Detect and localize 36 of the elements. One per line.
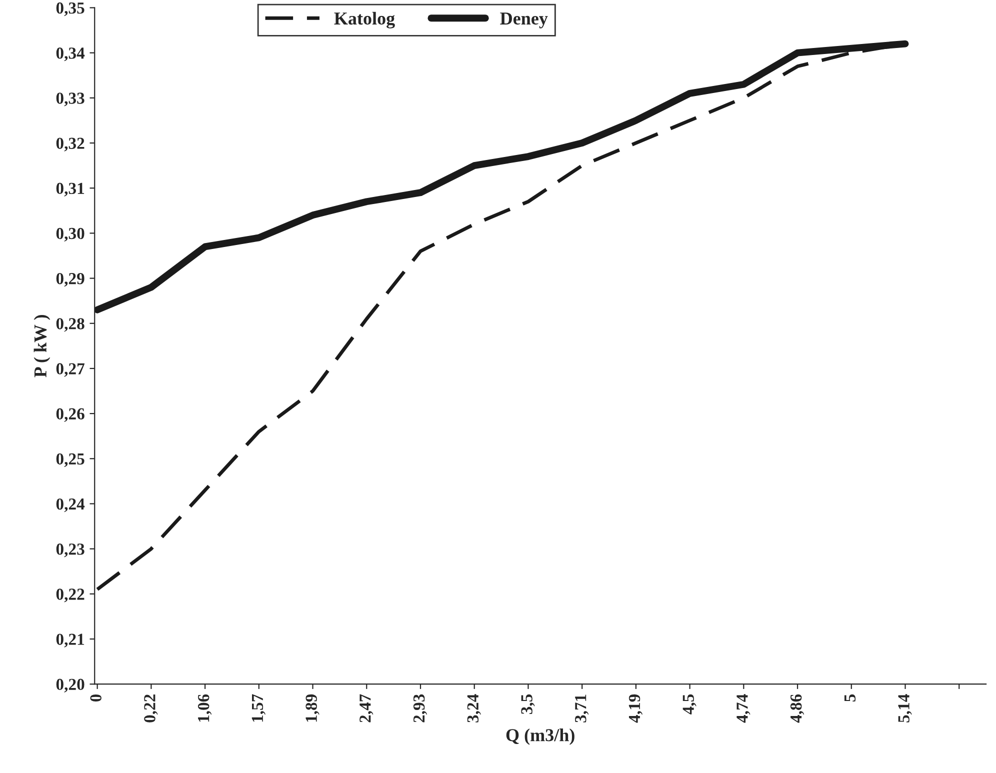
x-tick-label: 4,5 [682,694,696,714]
x-tick-label: 0 [90,694,102,702]
x-tick-label: 4,86 [790,694,804,723]
x-tick-label: 3,5 [521,694,535,714]
x-axis-title: Q (m3/h) [506,728,574,745]
y-tick-label: 0,21 [56,634,84,648]
y-tick-label: 0,22 [56,588,84,602]
x-tick-label: 4,19 [628,694,643,723]
x-tick-label: 1,57 [252,694,266,722]
y-tick-label: 0,20 [56,678,84,692]
x-tick-label: 3,71 [575,694,589,722]
x-tick-label: 1,06 [198,694,212,722]
x-tick-label: 4,74 [736,694,750,723]
x-tick-label: 0,22 [144,694,158,722]
y-tick-label: 0,30 [56,228,84,242]
y-tick-label: 0,33 [56,92,84,106]
y-tick-label: 0,26 [56,408,84,422]
y-tick-label: 0,32 [56,138,84,152]
y-tick-label: 0,31 [56,182,84,196]
y-tick-label: 0,27 [56,363,84,377]
x-tick-label: 2,93 [413,694,428,722]
x-tick-label: 2,47 [360,694,374,722]
legend-label: Deney [500,12,548,28]
y-tick-label: 0,28 [56,318,84,332]
x-tick-label: 3,24 [467,694,481,722]
y-tick-label: 0,35 [56,2,84,16]
x-tick-label: 1,89 [306,694,320,722]
y-tick-label: 0,29 [56,272,84,287]
legend-label: Katolog [334,12,395,28]
x-tick-label: 5,14 [898,694,912,722]
y-axis-title: P ( kW ) [34,315,50,378]
x-tick-label: 5 [844,694,856,702]
y-tick-label: 0,34 [56,48,85,62]
y-tick-label: 0,23 [56,544,84,558]
y-tick-label: 0,25 [56,453,84,468]
y-tick-label: 0,24 [56,498,85,512]
